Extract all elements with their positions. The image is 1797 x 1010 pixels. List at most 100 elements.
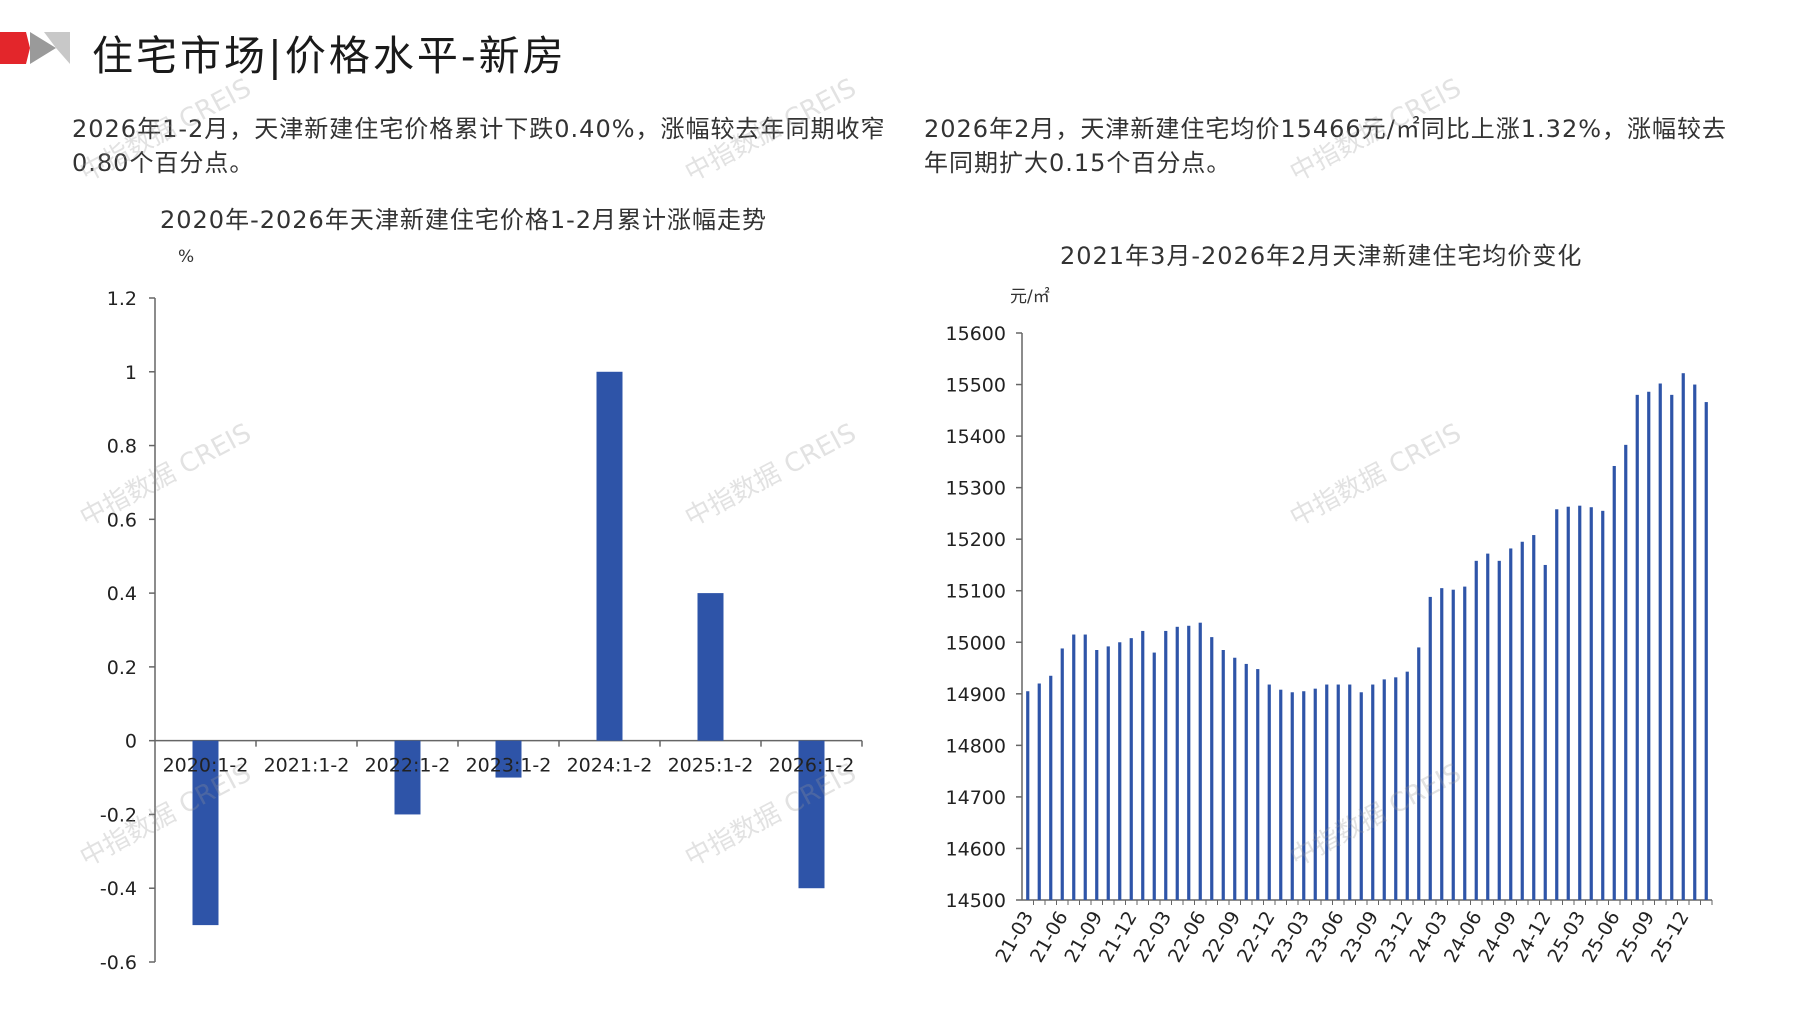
- bar: [1060, 648, 1064, 900]
- bar: [1405, 671, 1409, 900]
- bar: [1083, 634, 1087, 900]
- bar: [1267, 684, 1271, 900]
- bar: [1624, 444, 1628, 900]
- x-tick-label: 2022:1-2: [365, 755, 451, 777]
- bar: [1509, 548, 1513, 900]
- chart1-title: 2020年-2026年天津新建住宅价格1-2月累计涨幅走势: [160, 206, 768, 234]
- bar: [1152, 652, 1156, 900]
- bar: [1658, 383, 1662, 901]
- y-tick-label: -0.2: [100, 804, 137, 826]
- bar: [1382, 679, 1386, 900]
- bar: [1198, 622, 1202, 900]
- y-tick-label: 15500: [946, 375, 1006, 397]
- bar: [1704, 402, 1708, 900]
- bar: [1440, 588, 1444, 900]
- bar: [1578, 505, 1582, 900]
- bar: [1256, 669, 1260, 900]
- bar: [1233, 657, 1237, 900]
- bar: [1106, 646, 1110, 900]
- summary-left: 2026年1-2月，天津新建住宅价格累计下跌0.40%，涨幅较去年同期收窄0.8…: [72, 115, 886, 177]
- y-tick-label: 0: [125, 731, 137, 753]
- bar: [1164, 630, 1168, 900]
- bar: [1118, 642, 1122, 900]
- bar: [1302, 691, 1306, 900]
- x-tick-label: 2023:1-2: [466, 755, 552, 777]
- y-tick-label: 14800: [946, 735, 1006, 757]
- bar: [1290, 692, 1294, 900]
- bar: [1612, 465, 1616, 900]
- bar: [596, 371, 623, 741]
- y-tick-label: 1.2: [107, 288, 137, 310]
- bar: [1543, 564, 1547, 900]
- bar: [1486, 553, 1490, 900]
- bar: [1175, 626, 1179, 900]
- y-tick-label: 15100: [946, 581, 1006, 603]
- bar: [1129, 638, 1133, 900]
- summary-right: 2026年2月，天津新建住宅均价15466元/㎡同比上涨1.32%，涨幅较去年同…: [924, 115, 1728, 177]
- x-tick-label: 2020:1-2: [163, 755, 249, 777]
- bar: [1497, 560, 1501, 900]
- bar: [1359, 692, 1363, 900]
- bar: [1566, 506, 1570, 900]
- page-header: 住宅市场|价格水平-新房: [0, 22, 700, 80]
- bar: [1601, 510, 1605, 900]
- bar: [1681, 373, 1685, 900]
- bar: [1670, 394, 1674, 900]
- bar: [1279, 689, 1283, 900]
- bar: [1555, 509, 1559, 900]
- bar: [1394, 677, 1398, 900]
- x-tick-label: 2025:1-2: [668, 755, 754, 777]
- bar: [1221, 650, 1225, 900]
- page-title: 住宅市场|价格水平-新房: [92, 32, 567, 80]
- bar: [1474, 560, 1478, 900]
- bar: [1647, 391, 1651, 900]
- y-tick-label: 14700: [946, 787, 1006, 809]
- bar: [1532, 535, 1536, 900]
- chart1-y-unit: %: [178, 247, 195, 267]
- y-tick-label: -0.6: [100, 952, 137, 974]
- bar: [1451, 589, 1455, 900]
- bar: [1095, 650, 1099, 900]
- bar: [1244, 663, 1248, 900]
- bar: [697, 593, 724, 741]
- bar: [1187, 625, 1191, 900]
- x-tick-label: 2024:1-2: [567, 755, 653, 777]
- bar: [1049, 675, 1053, 900]
- bar: [798, 740, 825, 889]
- bar: [1635, 394, 1639, 900]
- bar: [495, 740, 522, 778]
- bar: [1026, 691, 1030, 900]
- y-tick-label: 15300: [946, 478, 1006, 500]
- bar: [1313, 688, 1317, 900]
- y-tick-label: 0.6: [107, 509, 137, 531]
- y-tick-label: 14600: [946, 838, 1006, 860]
- y-tick-label: 0.8: [107, 436, 137, 458]
- bar: [1072, 634, 1076, 900]
- bar: [1210, 637, 1214, 900]
- brand-logo-icon: [0, 32, 70, 64]
- bar: [1520, 541, 1524, 900]
- chart2-y-unit: 元/㎡: [1010, 287, 1050, 307]
- y-tick-label: 0.4: [107, 583, 137, 605]
- y-tick-label: 14900: [946, 684, 1006, 706]
- bar: [1325, 684, 1329, 900]
- bar: [394, 740, 421, 815]
- y-tick-label: 15200: [946, 529, 1006, 551]
- y-tick-label: -0.4: [100, 878, 137, 900]
- bar: [1336, 684, 1340, 900]
- x-tick-label: 2021:1-2: [264, 755, 350, 777]
- x-tick-label: 2026:1-2: [769, 755, 855, 777]
- bar: [1037, 683, 1041, 900]
- bar: [1141, 630, 1145, 900]
- bar: [1417, 647, 1421, 900]
- bar: [192, 740, 219, 926]
- bar: [1371, 684, 1375, 900]
- bar: [1463, 586, 1467, 900]
- chart2-title: 2021年3月-2026年2月天津新建住宅均价变化: [1060, 242, 1583, 270]
- bar: [1693, 384, 1697, 901]
- y-tick-label: 14500: [946, 890, 1006, 912]
- bar: [1348, 684, 1352, 900]
- y-tick-label: 15400: [946, 426, 1006, 448]
